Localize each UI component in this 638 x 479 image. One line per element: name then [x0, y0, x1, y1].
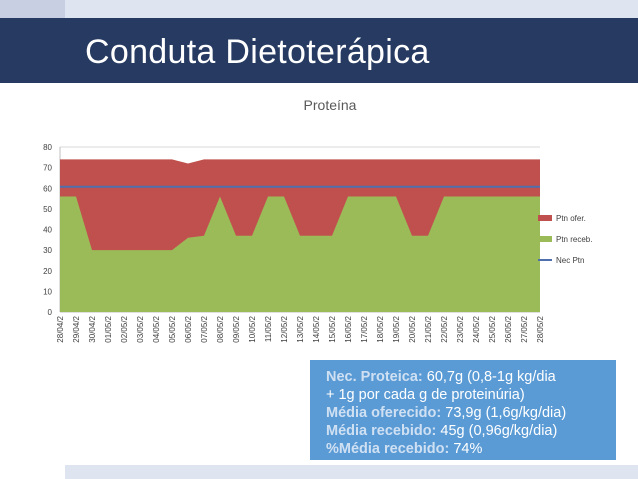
x-tick-label: 27/05/2 — [520, 315, 529, 342]
x-tick-label: 10/05/2 — [248, 315, 257, 342]
x-tick-label: 17/05/2 — [360, 315, 369, 342]
x-tick-label: 12/05/2 — [280, 315, 289, 342]
x-tick-label: 26/05/2 — [504, 315, 513, 342]
legend-ptn-receb-key — [538, 236, 552, 242]
x-tick-label: 07/05/2 — [200, 315, 209, 342]
info-line-4-value: 45g (0,96g/kg/dia) — [440, 423, 558, 439]
x-tick-label: 16/05/2 — [344, 315, 353, 342]
legend-nec-ptn-label: Nec Ptn — [556, 256, 584, 265]
y-tick-label: 30 — [43, 246, 52, 255]
x-tick-label: 01/05/2 — [104, 315, 113, 342]
x-tick-label: 13/05/2 — [296, 315, 305, 342]
info-line-1: Nec. Proteica: 60,7g (0,8-1g kg/dia — [326, 368, 616, 386]
info-line-4: Média recebido: 45g (0,96g/kg/dia) — [326, 422, 616, 440]
x-tick-label: 19/05/2 — [392, 315, 401, 342]
x-tick-label: 23/05/2 — [456, 315, 465, 342]
y-tick-label: 10 — [43, 287, 52, 296]
info-line-5: %Média recebido: 74% — [326, 440, 616, 458]
x-tick-label: 06/05/2 — [184, 315, 193, 342]
x-tick-label: 25/05/2 — [488, 315, 497, 342]
slide-title: Conduta Dietoterápica — [85, 33, 430, 71]
y-tick-label: 40 — [43, 226, 52, 235]
x-tick-label: 08/05/2 — [216, 315, 225, 342]
y-tick-label: 50 — [43, 205, 52, 214]
x-tick-label: 21/05/2 — [424, 315, 433, 342]
x-tick-label: 05/05/2 — [168, 315, 177, 342]
x-tick-label: 14/05/2 — [312, 315, 321, 342]
x-tick-label: 09/05/2 — [232, 315, 241, 342]
header-area: Conduta Dietoterápica — [0, 0, 638, 103]
x-tick-label: 03/05/2 — [136, 315, 145, 342]
x-tick-label: 22/05/2 — [440, 315, 449, 342]
y-tick-label: 0 — [48, 308, 53, 317]
info-line-2: + 1g por cada g de proteinúria) — [326, 387, 525, 403]
y-tick-label: 70 — [43, 164, 52, 173]
header-band — [0, 18, 638, 83]
x-tick-label: 18/05/2 — [376, 315, 385, 342]
x-tick-label: 11/05/2 — [264, 315, 273, 342]
protein-area-chart: Proteína 0 10 20 30 40 50 60 70 80 28/04/2 29/04/2 3… — [43, 97, 592, 343]
chart-container: Proteína 0 10 20 30 40 50 60 70 80 28/04/2 29/04/2 3… — [20, 90, 620, 360]
area-ptn-receb — [60, 196, 540, 312]
x-tick-label: 29/04/2 — [72, 315, 81, 342]
x-tick-label: 28/04/2 — [56, 315, 65, 342]
y-tick-label: 80 — [43, 143, 52, 152]
info-line-5-label: %Média recebido: — [326, 441, 450, 457]
x-tick-label: 24/05/2 — [472, 315, 481, 342]
x-tick-label: 04/05/2 — [152, 315, 161, 342]
x-tick-label: 30/04/2 — [88, 315, 97, 342]
info-line-4-label: Média recebido: — [326, 423, 437, 439]
legend-ptn-ofer-key — [538, 215, 552, 221]
info-line-5-value: 74% — [453, 441, 483, 457]
x-tick-label: 15/05/2 — [328, 315, 337, 342]
x-tick-label: 20/05/2 — [408, 315, 417, 342]
header-top-stripe-accent — [0, 0, 65, 18]
footer-stripe — [65, 465, 638, 479]
info-line-3-value: 73,9g (1,6g/kg/dia) — [445, 405, 567, 421]
chart-title: Proteína — [304, 97, 357, 113]
header-top-stripe — [0, 0, 638, 18]
info-line-3-label: Média oferecido: — [326, 405, 442, 421]
info-line-3: Média oferecido: 73,9g (1,6g/kg/dia) — [326, 404, 616, 422]
nutrition-summary-box: Nec. Proteica: 60,7g (0,8-1g kg/dia + 1g… — [310, 360, 616, 460]
info-line-1-label: Nec. Proteica: — [326, 369, 423, 385]
legend-ptn-receb-label: Ptn receb. — [556, 235, 592, 244]
legend-ptn-ofer-label: Ptn ofer. — [556, 214, 586, 223]
x-tick-label: 28/05/2 — [536, 315, 545, 342]
y-tick-label: 60 — [43, 184, 52, 193]
info-line-1-value: 60,7g (0,8-1g kg/dia — [426, 369, 556, 385]
y-tick-label: 20 — [43, 267, 52, 276]
x-tick-label: 02/05/2 — [120, 315, 129, 342]
